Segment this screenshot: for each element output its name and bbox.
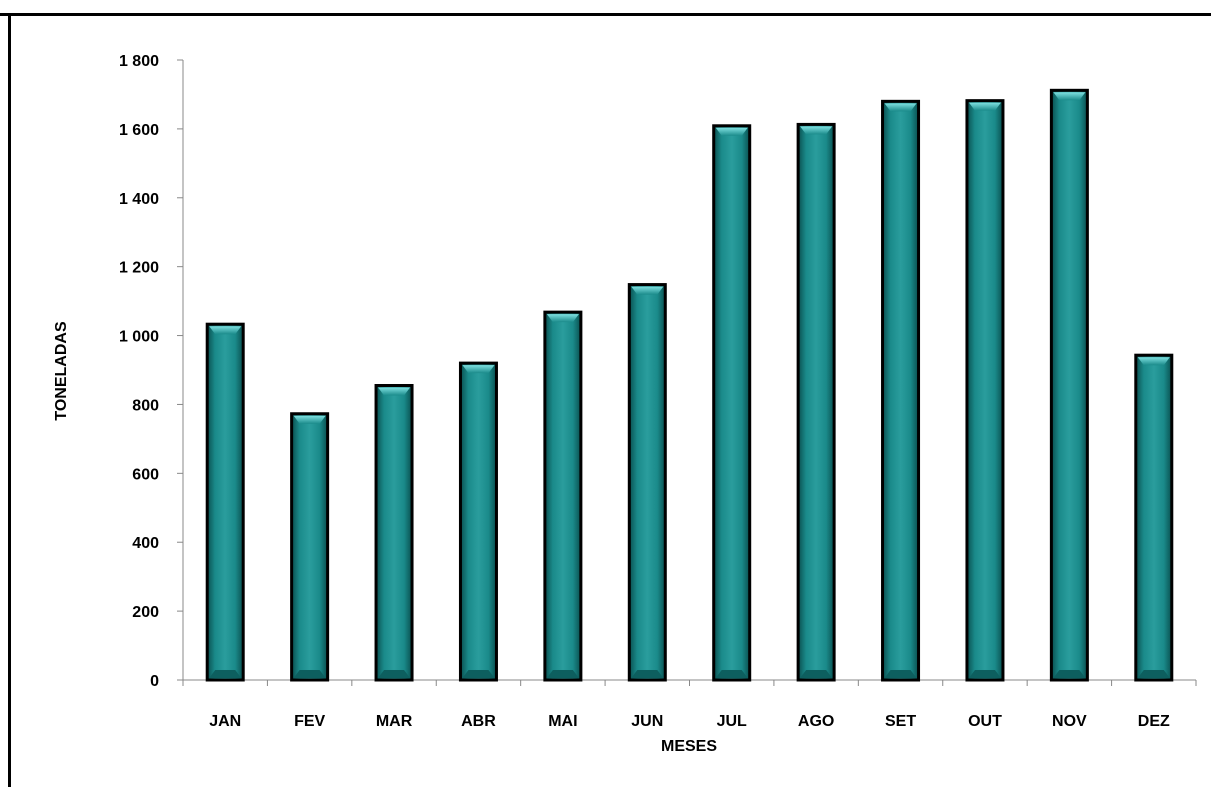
bar-bottom-bevel — [800, 670, 833, 678]
bar-top-bevel — [800, 126, 833, 135]
bar-bottom-bevel — [631, 670, 664, 678]
bar-jun — [627, 283, 667, 682]
x-tick-label: MAR — [376, 713, 413, 730]
x-tick-label: JAN — [209, 713, 241, 730]
y-tick-label: 1 400 — [119, 191, 159, 208]
x-tick-label: AGO — [798, 713, 834, 730]
bar-bottom-bevel — [884, 670, 917, 678]
bar — [796, 122, 836, 682]
x-axis-label: MESES — [661, 738, 717, 755]
bar-bottom-bevel — [293, 670, 326, 678]
y-tick-label: 1 600 — [119, 122, 159, 139]
bar — [290, 412, 330, 682]
x-tick-label: FEV — [294, 713, 325, 730]
y-tick-label: 200 — [132, 604, 159, 621]
bar-bottom-bevel — [1053, 670, 1086, 678]
y-axis-label: TONELADAS — [53, 321, 70, 421]
bar-mai — [543, 310, 583, 682]
bar-top-bevel — [884, 103, 917, 112]
bar-bottom-bevel — [462, 670, 495, 678]
x-tick-label: DEZ — [1138, 713, 1170, 730]
x-tick-label: JUN — [631, 713, 663, 730]
bar-jul — [712, 124, 752, 682]
y-tick-label: 1 200 — [119, 260, 159, 277]
bar-top-bevel — [293, 415, 326, 424]
bar — [1134, 353, 1174, 682]
y-tick-label: 400 — [132, 535, 159, 552]
bar-out — [965, 99, 1005, 682]
y-tick-label: 1 000 — [119, 329, 159, 346]
bar-top-bevel — [462, 365, 495, 374]
bar-top-bevel — [209, 326, 242, 335]
x-axis: JAN FEV MAR ABR MAI JUN JUL AGO SET OUT NOV DEZ — [182, 679, 1197, 730]
bar — [205, 322, 245, 682]
bar-top-bevel — [968, 102, 1001, 111]
bar-bottom-bevel — [968, 670, 1001, 678]
bar-abr — [458, 361, 498, 682]
bar-series — [205, 88, 1174, 682]
bar-top-bevel — [631, 286, 664, 295]
x-tick-label: SET — [885, 713, 916, 730]
x-tick-label: JUL — [717, 713, 747, 730]
y-tick-label: 600 — [132, 466, 159, 483]
bar — [965, 99, 1005, 682]
bar-top-bevel — [715, 127, 748, 136]
x-tick-label: ABR — [461, 713, 496, 730]
bar-jan — [205, 322, 245, 682]
bar — [881, 99, 921, 682]
bar-top-bevel — [1053, 92, 1086, 101]
bar-bottom-bevel — [209, 670, 242, 678]
bar-top-bevel — [1137, 357, 1170, 366]
y-axis: 0 200 400 600 800 1 000 1 200 1 400 1 600 1 800 — [119, 53, 184, 690]
y-tick-label: 800 — [132, 397, 159, 414]
bar-top-bevel — [378, 387, 411, 396]
y-tick-label: 1 800 — [119, 53, 159, 70]
bar-bottom-bevel — [1137, 670, 1170, 678]
bar — [627, 283, 667, 682]
bar-ago — [796, 122, 836, 682]
bar — [712, 124, 752, 682]
bar-set — [881, 99, 921, 682]
bar-top-bevel — [546, 314, 579, 323]
y-tick-label: 0 — [150, 673, 159, 690]
bar — [458, 361, 498, 682]
bar — [543, 310, 583, 682]
x-tick-label: OUT — [968, 713, 1002, 730]
x-tick-label: MAI — [548, 713, 577, 730]
bar — [1049, 88, 1089, 682]
bar-bottom-bevel — [546, 670, 579, 678]
bar-dez — [1134, 353, 1174, 682]
bar-bottom-bevel — [378, 670, 411, 678]
bar-mar — [374, 384, 414, 682]
bar-bottom-bevel — [715, 670, 748, 678]
bar-nov — [1049, 88, 1089, 682]
bar — [374, 384, 414, 682]
x-tick-label: NOV — [1052, 713, 1087, 730]
bar-fev — [290, 412, 330, 682]
